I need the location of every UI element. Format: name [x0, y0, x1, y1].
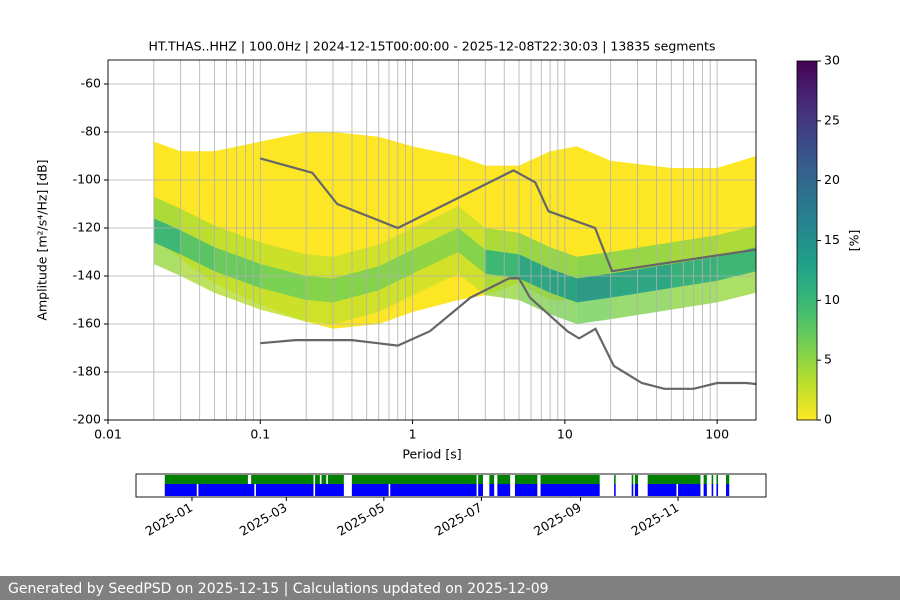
timeline-frame [135, 473, 767, 498]
availability-bar [634, 484, 639, 496]
availability-bar [614, 484, 616, 496]
y-tick-label: -80 [81, 124, 101, 139]
y-axis-label: Amplitude [m²/s⁴/Hz] [dB] [35, 159, 50, 320]
availability-bar [489, 484, 495, 496]
y-tick-label: -140 [73, 268, 101, 283]
colorbar-tick-label: 30 [824, 53, 840, 68]
availability-bar [321, 475, 327, 484]
availability-bar [351, 484, 389, 496]
availability-bar [514, 475, 538, 484]
psd-chart: HT.THAS..HHZ | 100.0Hz | 2024-12-15T00:0… [35, 39, 862, 462]
y-tick-label: -200 [73, 412, 101, 427]
availability-bar [678, 484, 701, 496]
availability-bar [164, 484, 197, 496]
availability-bar [631, 484, 634, 496]
x-tick-label: 10 [557, 427, 573, 442]
x-tick-label: 1 [409, 427, 417, 442]
density-core-band [519, 254, 551, 293]
availability-bar [634, 475, 639, 484]
density-core-band [412, 228, 459, 274]
x-tick-label: 0.01 [94, 427, 122, 442]
density-core-band [485, 249, 519, 279]
colorbar-tick-label: 5 [824, 352, 832, 367]
availability-bar [726, 484, 730, 496]
availability-bar [716, 484, 719, 496]
availability-bar [327, 475, 344, 484]
availability-bar [489, 475, 495, 484]
density-core-band [717, 247, 756, 281]
density-core-band [458, 228, 486, 274]
availability-bar [514, 484, 538, 496]
noise-model-line [260, 277, 756, 390]
density-core-band [260, 264, 307, 300]
availability-bar [726, 475, 730, 484]
availability-bar [703, 475, 707, 484]
y-tick-label: -120 [73, 220, 101, 235]
availability-bar [647, 484, 677, 496]
chart-title: HT.THAS..HHZ | 100.0Hz | 2024-12-15T00:0… [149, 39, 716, 54]
density-core-band [153, 218, 181, 255]
density-core-band [550, 268, 577, 303]
availability-bar [497, 475, 511, 484]
availability-bar [614, 475, 616, 484]
colorbar-tick-label: 10 [824, 292, 840, 307]
colorbar [796, 60, 818, 421]
x-axis-label: Period [s] [402, 447, 461, 462]
density-core-band [671, 256, 718, 288]
colorbar-tick-label: 0 [824, 412, 832, 427]
colorbar-tick-label: 25 [824, 112, 840, 127]
availability-bar [390, 484, 477, 496]
noise-model-line [260, 157, 756, 273]
availability-bar [164, 475, 248, 484]
availability-bar [540, 475, 600, 484]
y-tick-label: -60 [81, 76, 101, 91]
availability-bar [315, 475, 320, 484]
colorbar-label: [%] [847, 230, 862, 252]
density-core-band [214, 247, 261, 288]
density-core-band [378, 249, 413, 291]
availability-bar [497, 484, 511, 496]
availability-bar [711, 475, 714, 484]
x-tick-label: 100 [705, 427, 729, 442]
availability-bar [351, 475, 477, 484]
availability-bar [716, 475, 719, 484]
availability-bar [540, 484, 600, 496]
availability-bar [198, 484, 255, 496]
availability-bar [711, 484, 714, 496]
availability-bar [251, 475, 314, 484]
footer-text: Generated by SeedPSD on 2025-12-15 | Cal… [8, 581, 549, 597]
availability-bar [703, 484, 707, 496]
colorbar-tick-label: 15 [824, 232, 840, 247]
availability-bar [478, 475, 483, 484]
availability-bar [478, 484, 483, 496]
density-core-band [576, 273, 611, 303]
y-tick-label: -180 [73, 364, 101, 379]
availability-bar [631, 475, 634, 484]
y-tick-label: -100 [73, 172, 101, 187]
colorbar-tick-label: 20 [824, 172, 840, 187]
density-core-band [306, 276, 333, 303]
availability-bar [255, 484, 314, 496]
availability-bar [315, 484, 344, 496]
y-tick-label: -160 [73, 316, 101, 331]
availability-bar [647, 475, 701, 484]
footer-bar [0, 576, 900, 600]
density-core-band [332, 266, 379, 303]
x-tick-label: 0.1 [250, 427, 270, 442]
plot-frame [107, 59, 757, 421]
density-core-band [180, 230, 215, 272]
